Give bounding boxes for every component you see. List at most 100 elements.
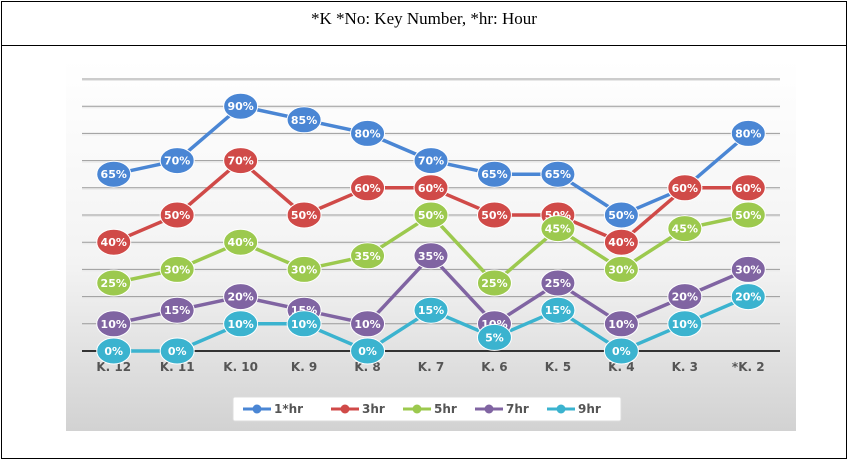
data-point [96, 228, 132, 256]
data-point [223, 92, 259, 120]
data-point [350, 337, 386, 365]
data-label: 20% [672, 291, 698, 304]
data-point [286, 255, 322, 283]
legend-label: 3hr [362, 402, 385, 416]
data-point [350, 119, 386, 147]
data-point [476, 201, 512, 229]
data-point [413, 147, 449, 175]
x-tick-label: K. 3 [672, 360, 698, 374]
data-label: 50% [608, 209, 634, 222]
data-point [413, 174, 449, 202]
data-point [223, 228, 259, 256]
data-label: 5% [485, 331, 504, 344]
x-tick-label: K. 5 [545, 360, 571, 374]
data-point [413, 201, 449, 229]
legend-marker [252, 404, 262, 414]
data-point [667, 174, 703, 202]
data-point [413, 296, 449, 324]
data-label: 10% [672, 318, 698, 331]
data-label: 0% [612, 345, 631, 358]
data-label: 30% [291, 263, 317, 276]
data-label: 40% [608, 236, 634, 249]
data-label: 60% [735, 182, 761, 195]
data-label: 60% [672, 182, 698, 195]
data-point [603, 337, 639, 365]
legend-marker [556, 404, 566, 414]
data-point [96, 269, 132, 297]
data-label: 0% [358, 345, 377, 358]
data-point [603, 255, 639, 283]
data-label: 65% [481, 168, 507, 181]
data-point [96, 310, 132, 338]
data-point [286, 201, 322, 229]
data-label: 50% [418, 209, 444, 222]
data-label: 15% [418, 304, 444, 317]
data-point [730, 174, 766, 202]
data-label: 35% [418, 250, 444, 263]
data-label: 30% [608, 263, 634, 276]
data-label: 50% [164, 209, 190, 222]
data-point [540, 160, 576, 188]
data-label: 15% [164, 304, 190, 317]
data-label: 50% [291, 209, 317, 222]
data-label: 35% [354, 250, 380, 263]
data-point [159, 147, 195, 175]
data-point [730, 255, 766, 283]
data-point [667, 283, 703, 311]
data-point [350, 310, 386, 338]
data-label: 45% [545, 223, 571, 236]
data-label: 15% [545, 304, 571, 317]
data-point [159, 201, 195, 229]
legend-label: 5hr [434, 402, 457, 416]
legend-marker [340, 404, 350, 414]
x-tick-label: K. 11 [160, 360, 195, 374]
data-point [159, 337, 195, 365]
data-label: 30% [164, 263, 190, 276]
data-point [223, 310, 259, 338]
data-point [730, 201, 766, 229]
data-label: 25% [545, 277, 571, 290]
data-point [286, 310, 322, 338]
legend-label: 1*hr [274, 402, 303, 416]
data-label: 60% [418, 182, 444, 195]
data-label: 25% [101, 277, 127, 290]
x-tick-label: K. 6 [481, 360, 507, 374]
data-point [540, 296, 576, 324]
x-tick-label: K. 7 [418, 360, 444, 374]
x-tick-label: *K. 2 [732, 360, 765, 374]
data-point [603, 201, 639, 229]
data-label: 45% [672, 223, 698, 236]
data-point [730, 283, 766, 311]
legend-marker [484, 404, 494, 414]
data-label: 50% [481, 209, 507, 222]
data-label: 10% [354, 318, 380, 331]
data-label: 85% [291, 114, 317, 127]
data-label: 10% [227, 318, 253, 331]
data-label: 65% [101, 168, 127, 181]
data-label: 20% [735, 291, 761, 304]
data-label: 80% [735, 127, 761, 140]
data-point [540, 269, 576, 297]
data-label: 90% [227, 100, 253, 113]
data-label: 30% [735, 263, 761, 276]
data-label: 0% [168, 345, 187, 358]
caption-text: *K *No: Key Number, *hr: Hour [311, 9, 537, 28]
data-point [476, 323, 512, 351]
data-label: 70% [227, 155, 253, 168]
data-point [96, 160, 132, 188]
data-label: 80% [354, 127, 380, 140]
data-point [667, 310, 703, 338]
data-point [159, 255, 195, 283]
data-point [540, 215, 576, 243]
data-point [96, 337, 132, 365]
legend-label: 9hr [578, 402, 601, 416]
x-tick-label: K. 9 [291, 360, 317, 374]
data-point [413, 242, 449, 270]
x-tick-label: K. 10 [223, 360, 258, 374]
data-label: 60% [354, 182, 380, 195]
data-point [730, 119, 766, 147]
data-label: 70% [418, 155, 444, 168]
legend-label: 7hr [506, 402, 529, 416]
